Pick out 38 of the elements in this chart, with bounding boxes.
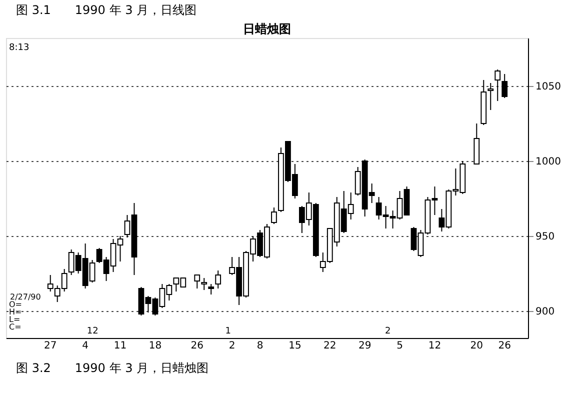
x-tick-label: 22 xyxy=(324,340,336,352)
candlestick xyxy=(201,278,208,290)
x-tick-label: 8 xyxy=(256,340,264,352)
candlestick xyxy=(502,74,508,98)
x-tick-label: 4 xyxy=(82,340,88,352)
candlestick xyxy=(488,82,494,110)
x-tick-label: 18 xyxy=(148,340,162,352)
candlestick xyxy=(215,270,222,289)
annotation: C= xyxy=(9,322,22,332)
candlestick xyxy=(494,69,501,102)
y-tick-label: 1050 xyxy=(536,82,561,92)
x-tick-label: 2 xyxy=(228,340,236,352)
x-tick-label: 26 xyxy=(190,340,204,352)
annotation: L= xyxy=(9,315,20,324)
annotation: H= xyxy=(9,308,22,316)
x-tick-label: 5 xyxy=(396,340,403,352)
annotation: 12 xyxy=(86,326,98,336)
candlestick xyxy=(271,207,277,224)
x-tick-label: 27 xyxy=(44,340,57,352)
x-tick-label: 11 xyxy=(114,340,127,352)
candlestick xyxy=(208,284,214,295)
y-tick-label: 900 xyxy=(536,306,555,318)
annotation: 1 xyxy=(225,326,231,336)
annotation: 2/27/90 xyxy=(10,292,41,302)
annotation: 8:13 xyxy=(9,43,30,53)
annotation: O= xyxy=(9,300,22,309)
x-tick-label: 26 xyxy=(498,340,511,352)
y-tick-label: 1000 xyxy=(536,156,561,168)
x-tick-label: 15 xyxy=(288,340,302,352)
x-tick-label: 29 xyxy=(358,340,372,352)
x-tick-label: 12 xyxy=(428,340,442,352)
chart-title: 日蜡烛图 xyxy=(243,22,291,36)
annotation: 2 xyxy=(384,326,391,336)
candlestick xyxy=(194,274,200,289)
x-tick-label: 20 xyxy=(470,340,484,352)
y-tick-label: 950 xyxy=(536,232,555,242)
caption: 图 3.1 1990 年 3 月，日线图 xyxy=(16,3,197,17)
caption: 图 3.2 1990 年 3 月，日蜡烛图 xyxy=(16,361,209,375)
